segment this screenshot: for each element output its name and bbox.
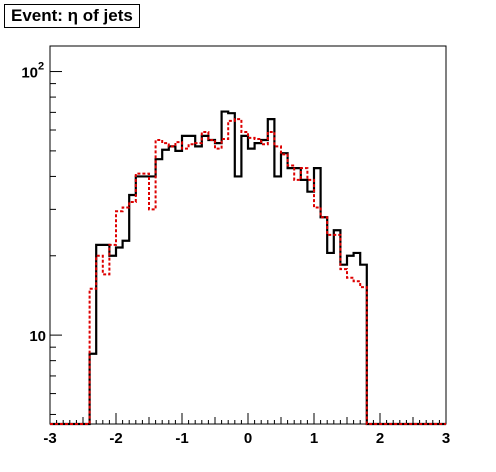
x-tick-label: -2 — [109, 430, 122, 447]
x-tick-label: 3 — [442, 430, 450, 447]
plot-frame — [49, 45, 447, 425]
series-solid-black — [50, 110, 446, 426]
chart-title: Event: η of jets — [4, 4, 140, 28]
y-tick-exponent: 2 — [38, 61, 44, 73]
x-tick-label: 2 — [376, 430, 384, 447]
series-dashed-red — [50, 118, 446, 425]
x-tick-label: 0 — [244, 430, 252, 447]
y-tick-label: 10 — [21, 65, 38, 82]
x-tick-label: -1 — [175, 430, 188, 447]
x-tick-label: -3 — [43, 430, 56, 447]
y-tick-label: 10 — [29, 328, 46, 345]
x-tick-label: 1 — [310, 430, 318, 447]
series-layer — [50, 110, 446, 426]
